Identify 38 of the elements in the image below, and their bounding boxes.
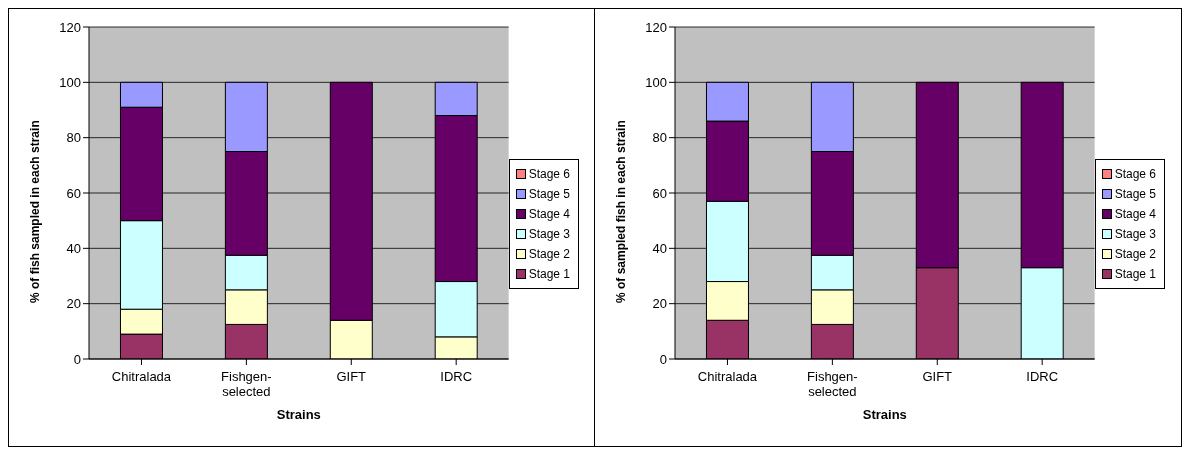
x-tick-label: IDRC (1026, 369, 1059, 384)
x-tick-label: Chitralada (111, 369, 172, 384)
legend-label: Stage 6 (528, 167, 570, 181)
x-tick-label: Chitralada (697, 369, 758, 384)
y-tick-label: 60 (66, 185, 81, 201)
y-tick-label: 20 (652, 296, 667, 312)
legend-label: Stage 3 (528, 227, 570, 241)
legend-label: Stage 4 (528, 207, 570, 221)
y-axis-title: % of sampled fish in each strain (614, 120, 629, 303)
x-tick-label: GIFT (922, 369, 953, 384)
y-tick-label: 120 (59, 19, 81, 35)
legend-label: Stage 6 (1114, 167, 1156, 181)
x-axis-title: Strains (862, 407, 907, 422)
legend-label: Stage 3 (1114, 227, 1156, 241)
y-tick-label: 40 (66, 240, 81, 256)
legend-label: Stage 1 (528, 267, 570, 281)
y-tick-label: 80 (66, 130, 81, 146)
legend-label: Stage 5 (528, 187, 570, 201)
y-tick-label: 60 (652, 185, 667, 201)
y-tick-label: 100 (645, 74, 667, 90)
y-axis-title: % of fish sampled in each strain (28, 120, 43, 303)
x-tick-label: Fishgen-selected (221, 369, 272, 399)
y-tick-label: 120 (645, 19, 667, 35)
y-tick-label: 100 (59, 74, 81, 90)
y-tick-label: 0 (73, 351, 81, 367)
legend-label: Stage 2 (1114, 247, 1156, 261)
x-tick-label: Fishgen-selected (807, 369, 858, 399)
y-tick-label: 0 (659, 351, 667, 367)
y-tick-label: 80 (652, 130, 667, 146)
x-axis-title: Strains (276, 407, 321, 422)
y-tick-label: 20 (66, 296, 81, 312)
x-tick-label: IDRC (440, 369, 473, 384)
legend-label: Stage 5 (1114, 187, 1156, 201)
legend-label: Stage 4 (1114, 207, 1156, 221)
legend-label: Stage 1 (1114, 267, 1156, 281)
x-tick-label: GIFT (336, 369, 367, 384)
y-tick-label: 40 (652, 240, 667, 256)
legend-label: Stage 2 (528, 247, 570, 261)
